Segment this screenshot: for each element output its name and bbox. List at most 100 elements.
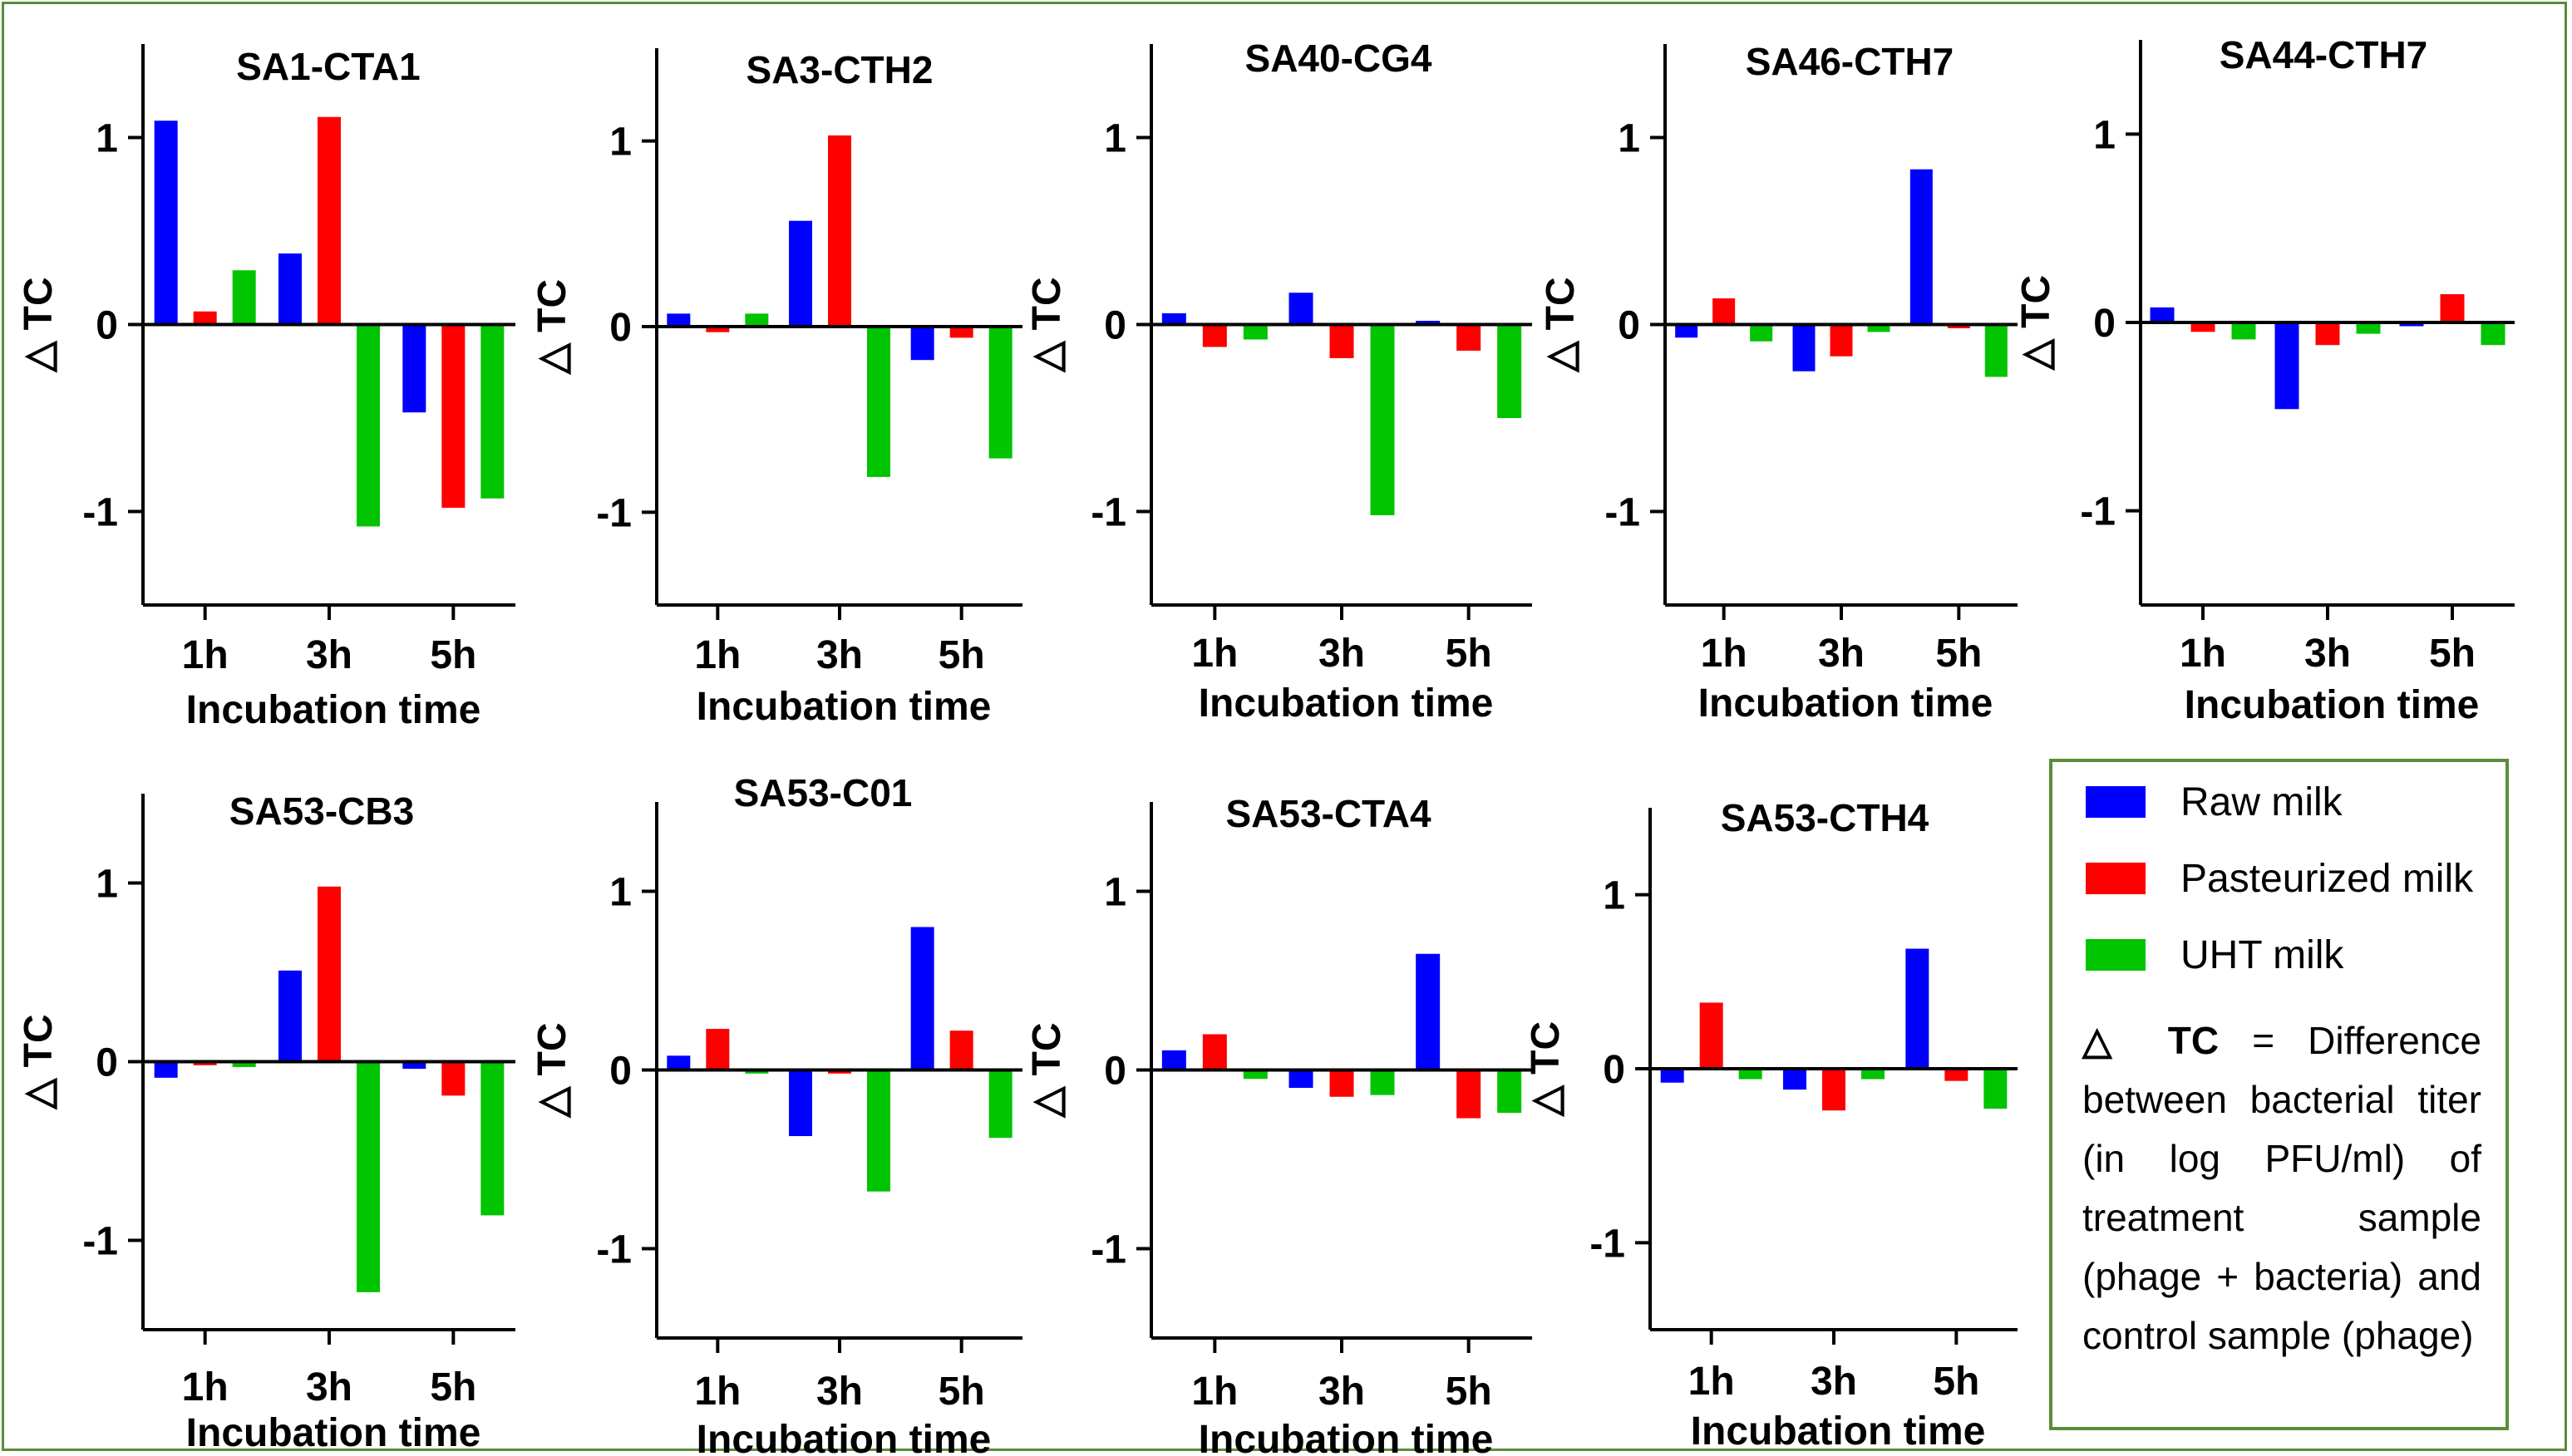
chart-sa53-c01: -1 0 1 1h 3h 5h SA53-C01 Incubation time △ TC [530,771,1022,1456]
x-tick-label-sa53-c01-5h: 5h [939,1370,985,1414]
bar-sa53-cth4-raw-milk-1h [1660,1069,1684,1083]
bar-sa53-cta4-uht-milk-3h [1370,1070,1395,1095]
y-tick-label-sa53-cta4: 0 [1104,1050,1126,1094]
x-tick-label-sa53-cth4-1h: 1h [1688,1360,1735,1404]
chart-sa46-cth7: -1 0 1 1h 3h 5h SA46-CTH7 Incubation time △ TC [1539,40,2018,726]
bar-sa53-cth4-uht-milk-1h [1738,1069,1762,1080]
bar-sa53-cb3-pasteurized-milk-3h [318,886,341,1062]
bar-sa3-cth2-pasteurized-milk-5h [949,327,973,338]
y-tick-label-sa1-cta1: 0 [96,304,118,348]
y-axis-label-sa44-cth7: △ TC [2014,275,2058,371]
bar-sa53-cth4-pasteurized-milk-5h [1944,1069,1968,1081]
bar-sa44-cth7-pasteurized-milk-5h [2440,294,2465,322]
bar-sa53-c01-raw-milk-3h [789,1070,812,1137]
bar-sa53-cta4-uht-milk-5h [1497,1070,1522,1114]
x-tick-label-sa53-c01-1h: 1h [694,1370,741,1414]
y-tick-label-sa1-cta1: -1 [82,491,118,535]
bar-sa40-cg4-raw-milk-3h [1288,293,1313,325]
x-tick-label-sa1-cta1-1h: 1h [182,633,229,677]
x-tick-label-sa1-cta1-5h: 5h [430,633,476,677]
bar-sa40-cg4-uht-milk-5h [1497,324,1522,418]
y-tick-label-sa44-cth7: 1 [2093,113,2116,157]
bar-sa1-cta1-uht-milk-3h [357,324,380,527]
x-tick-label-sa3-cth2-3h: 3h [816,633,863,677]
y-tick-label-sa53-cta4: -1 [1091,1228,1126,1272]
bar-sa3-cth2-uht-milk-1h [745,313,769,327]
bar-sa1-cta1-raw-milk-3h [278,253,302,325]
bar-sa53-cta4-pasteurized-milk-3h [1329,1070,1354,1097]
y-tick-label-sa3-cth2: -1 [596,491,632,535]
bar-sa46-cth7-raw-milk-5h [1909,169,1933,325]
legend-item-uht-milk: UHT milk [2086,930,2343,980]
x-tick-label-sa53-cb3-1h: 1h [182,1365,229,1409]
y-tick-label-sa3-cth2: 0 [609,306,632,350]
y-axis-label-sa53-cta4: △ TC [1025,1022,1069,1119]
bar-sa46-cth7-pasteurized-milk-3h [1830,324,1853,357]
bar-sa1-cta1-raw-milk-1h [154,121,178,325]
y-tick-label-sa40-cg4: 1 [1104,117,1126,161]
y-tick-label-sa44-cth7: -1 [2080,490,2116,534]
bar-sa53-cta4-raw-milk-1h [1161,1050,1186,1070]
y-tick-label-sa1-cta1: 1 [96,117,118,161]
y-tick-label-sa40-cg4: 0 [1104,304,1126,348]
bar-sa3-cth2-raw-milk-3h [789,220,812,327]
bar-sa40-cg4-uht-milk-1h [1243,324,1268,340]
y-axis-label-sa53-c01: △ TC [530,1022,574,1119]
chart-sa53-cth4: -1 0 1 1h 3h 5h SA53-CTH4 Incubation time △ TC [1524,796,2018,1454]
x-tick-label-sa53-cta4-3h: 3h [1318,1370,1365,1414]
x-tick-label-sa53-cta4-1h: 1h [1191,1370,1238,1414]
legend-panel: Raw milk Pasteurized milk UHT milk △ TC … [2049,759,2509,1430]
bar-sa3-cth2-raw-milk-5h [910,327,934,361]
bar-sa1-cta1-raw-milk-5h [402,324,426,413]
y-tick-label-sa53-cb3: 0 [96,1041,118,1085]
bar-sa40-cg4-pasteurized-milk-3h [1329,324,1354,358]
bar-sa1-cta1-uht-milk-1h [232,270,256,325]
bar-sa53-c01-pasteurized-milk-1h [706,1029,730,1070]
y-axis-label-sa3-cth2: △ TC [530,279,574,376]
y-axis-label-sa46-cth7: △ TC [1539,277,1583,373]
x-tick-label-sa40-cg4-3h: 3h [1318,632,1365,676]
x-tick-label-sa44-cth7-1h: 1h [2180,632,2226,676]
legend-item-pasteurized-milk: Pasteurized milk [2086,853,2473,903]
chart-title-sa1-cta1: SA1-CTA1 [236,45,421,88]
delta-tc-definition: △ TC = Difference between bacterial tite… [2082,1011,2481,1365]
bar-sa44-cth7-raw-milk-5h [2399,322,2424,327]
x-axis-label-sa53-c01: Incubation time [697,1418,992,1456]
bar-sa53-cb3-pasteurized-milk-5h [441,1061,466,1096]
x-axis-label-sa53-cb3: Incubation time [186,1411,481,1455]
bar-sa40-cg4-pasteurized-milk-5h [1456,324,1481,351]
x-tick-label-sa44-cth7-5h: 5h [2429,632,2476,676]
y-tick-label-sa53-cth4: 0 [1603,1048,1625,1092]
legend-item-raw-milk: Raw milk [2086,777,2343,827]
x-axis-label-sa53-cta4: Incubation time [1199,1418,1494,1456]
x-axis-label-sa40-cg4: Incubation time [1199,681,1494,726]
bar-sa3-cth2-uht-milk-3h [867,327,890,477]
bar-sa44-cth7-raw-milk-3h [2274,322,2299,410]
x-tick-label-sa53-cth4-3h: 3h [1811,1360,1857,1404]
y-tick-label-sa53-cth4: -1 [1589,1222,1625,1266]
bar-sa53-cth4-pasteurized-milk-1h [1699,1002,1723,1069]
chart-sa40-cg4: -1 0 1 1h 3h 5h SA40-CG4 Incubation time △ TC [1025,37,1532,726]
bar-sa53-cb3-uht-milk-3h [357,1061,380,1292]
x-axis-label-sa1-cta1: Incubation time [186,688,481,732]
bar-sa53-cta4-pasteurized-milk-1h [1202,1034,1227,1070]
bar-sa40-cg4-uht-milk-3h [1370,324,1395,515]
x-axis-label-sa3-cth2: Incubation time [697,685,992,729]
chart-title-sa53-cth4: SA53-CTH4 [1721,796,1929,839]
bar-sa44-cth7-uht-milk-5h [2481,322,2505,346]
y-tick-label-sa44-cth7: 0 [2093,302,2116,346]
bar-sa53-cth4-pasteurized-milk-3h [1822,1069,1845,1111]
legend-label-pasteurized-milk: Pasteurized milk [2180,856,2474,901]
x-tick-label-sa53-cta4-5h: 5h [1446,1370,1492,1414]
y-tick-label-sa53-cta4: 1 [1104,871,1126,915]
y-tick-label-sa46-cth7: -1 [1604,491,1640,535]
delta-tc-definition-text: = Difference between bacterial titer (in… [2082,1019,2481,1357]
bar-sa46-cth7-uht-milk-5h [1984,324,2008,377]
y-axis-label-sa53-cb3: △ TC [17,1014,61,1110]
chart-title-sa44-cth7: SA44-CTH7 [2220,33,2428,76]
bar-sa1-cta1-uht-milk-5h [480,324,505,499]
chart-sa1-cta1: -1 0 1 1h 3h 5h SA1-CTA1 Incubation time △ TC [17,44,515,732]
legend-label-raw-milk: Raw milk [2180,780,2343,824]
bar-sa1-cta1-pasteurized-milk-5h [441,324,466,508]
